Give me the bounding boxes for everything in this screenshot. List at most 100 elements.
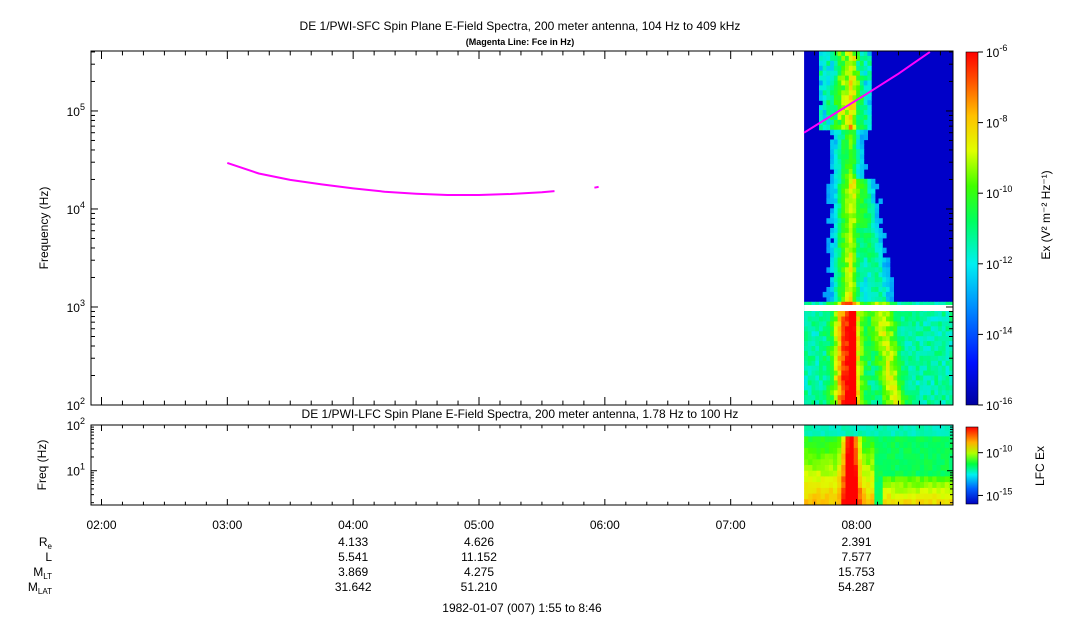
spectrogram-cell [822,316,827,322]
spectrogram-cell [867,355,872,362]
spectrogram-cell [874,350,880,357]
spectrogram-cell [874,213,880,219]
lfc-spectrogram-cell [841,425,846,432]
spectrogram-cell [837,380,842,386]
spectrogram-cell [856,198,861,204]
spectrogram-cell [882,282,887,288]
spectrogram-cell [841,90,846,96]
spectrogram-cell [941,341,947,347]
spectrogram-cell [900,311,906,318]
spectrogram-cell [897,331,902,337]
spectrogram-cell [900,301,906,308]
spectrogram-cell [841,341,846,347]
lfc-y-tick-label: 101 [67,462,85,479]
spectrogram-cell [867,218,872,224]
lfc-spectrogram-cell [907,470,913,477]
lfc-spectrogram-cell [940,465,946,472]
spectrogram-cell [811,365,816,372]
spectrogram-cell [830,282,835,288]
spectrogram-cell [871,247,876,254]
spectrogram-cell [859,252,865,259]
spectrogram-cell [912,370,917,377]
spectrogram-cell [915,395,921,401]
lfc-spectrogram-cell [903,470,909,477]
spectrogram-cell [826,301,831,308]
lfc-spectrogram-cell [862,442,867,449]
spectrogram-cell [926,380,932,386]
spectrogram-cell [845,331,850,337]
lfc-spectrogram-cell [874,442,880,449]
spectrogram-cell [867,350,872,357]
spectrogram-cell [863,198,868,204]
spectrogram-cell [930,390,935,396]
spectrogram-cell [841,331,846,337]
spectrogram-cell [841,336,846,342]
spectrogram-cell [874,252,880,259]
spectrogram-cell [804,346,809,352]
spectrogram-cell [826,247,831,254]
spectrogram-cell [856,100,861,106]
spectrogram-cell [856,355,861,362]
lfc-spectrogram-cell [837,459,842,466]
spectrogram-cell [837,70,842,77]
spectrogram-cell [867,203,872,209]
spectrogram-cell [830,301,835,308]
spectrogram-cell [845,355,850,362]
spectrogram-cell [904,395,909,401]
spectrogram-cell [837,164,842,170]
spectrogram-cell [859,173,865,180]
spectrogram-cell [871,188,876,195]
spectrogram-cell [856,223,861,229]
spectrogram-cell [837,296,842,303]
spectrogram-cell [859,272,865,278]
spectrogram-cell [833,321,839,327]
spectrogram-cell [938,365,943,372]
spectrogram-cell [837,183,842,190]
spectrogram-cell [811,341,816,347]
lfc-spectrogram-cell [862,430,867,437]
spectrogram-cell [923,321,928,327]
spectrogram-cell [807,365,813,372]
lfc-spectrogram-cell [886,447,892,455]
spectrogram-cell [859,267,865,273]
spectrogram-cell [837,316,842,322]
lfc-spectrogram-cell [874,453,880,460]
spectrogram-cell [938,355,943,362]
lfc-spectrogram-cell [911,470,917,477]
spectrogram-cell [867,178,872,185]
spectrogram-cell [908,346,913,352]
spectrogram-cell [919,346,924,352]
lfc-spectrogram-cell [808,447,813,455]
spectrogram-cell [852,188,857,195]
spectrogram-cell [845,282,850,288]
lfc-spectrogram-cell [804,442,809,449]
spectrogram-cell [874,272,880,278]
spectrogram-cell [871,198,876,204]
spectrogram-cell [889,365,894,372]
spectrogram-cell [845,105,850,111]
spectrogram-cell [852,213,857,219]
spectrogram-cell [926,331,932,337]
spectrogram-cell [807,321,813,327]
spectrogram-cell [807,346,813,352]
spectrogram-cell [833,287,839,293]
spectrogram-cell [837,55,842,62]
spectrogram-cell [852,296,857,303]
lfc-spectrogram-cell [862,459,867,466]
spectrogram-cell [945,346,950,352]
spectrogram-cell [841,228,846,234]
lfc-spectrogram-cell [907,476,913,483]
ephemeris-row-label: MLAT [28,580,52,596]
spectrogram-cell [874,208,880,214]
spectrogram-cell [926,321,932,327]
spectrogram-cell [863,134,868,141]
spectrogram-cell [912,350,917,357]
lfc-spectrogram-cell [841,442,846,449]
spectrogram-cell [845,346,850,352]
spectrogram-cell [867,213,872,219]
spectrogram-cell [852,272,857,278]
spectrogram-cell [845,237,850,244]
spectrogram-cell [863,237,868,244]
ephemeris-row-label: Re [39,535,53,551]
